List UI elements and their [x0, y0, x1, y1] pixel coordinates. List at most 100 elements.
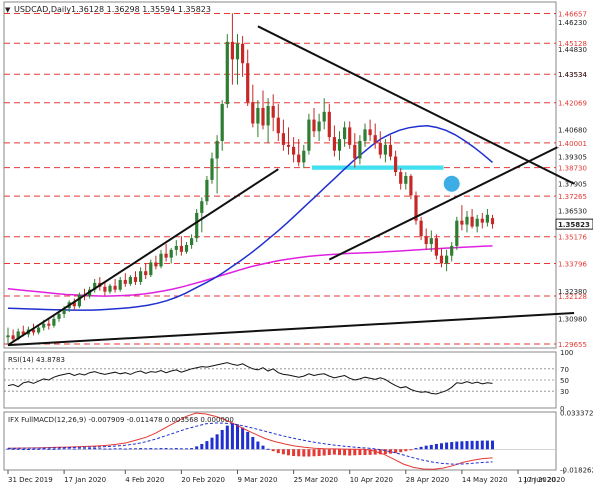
macd-histogram-bar [429, 444, 433, 450]
candle-body [16, 331, 20, 340]
candle-body [133, 277, 138, 282]
macd-histogram-bar [134, 448, 137, 450]
candle-body [159, 253, 163, 267]
candle-body [261, 107, 265, 126]
candle-body [103, 286, 107, 292]
level-label-bg [557, 291, 593, 301]
candle-body [281, 133, 285, 145]
candle-body [480, 218, 484, 223]
candle-body [93, 282, 97, 290]
price-tick-label: 1.44830 [558, 46, 587, 54]
macd-histogram-bar [383, 449, 387, 455]
breakout-marker [443, 175, 460, 192]
time-axis: 31 Dec 2019 17 Jan 2020 4 Feb 2020 20 Feb 2… [7, 470, 565, 484]
ohlc-readout: 1.36128 1.36298 1.35594 1.35823 [71, 5, 211, 14]
time-tick-label: 31 Dec 2019 [8, 476, 53, 484]
macd-histogram-bar [271, 449, 275, 452]
candle-body [348, 127, 352, 145]
price-tick-label: 1.43534 [558, 71, 587, 79]
level-label: 1.45128 [558, 40, 587, 48]
breakout-circle [443, 175, 460, 192]
candle-body [77, 294, 81, 307]
macd-histogram-bar [363, 449, 367, 456]
candle-body [378, 142, 382, 155]
candle-body [42, 323, 46, 328]
macd-histogram-bar [62, 448, 66, 450]
candle-body [353, 144, 357, 159]
macd-histogram-bar [225, 425, 229, 450]
macd-histogram-bar [312, 449, 316, 457]
level-label: 1.38730 [558, 165, 587, 173]
macd-histogram-bar [205, 441, 209, 450]
macd-histogram-bar [169, 448, 173, 450]
candle-body [144, 271, 148, 276]
macd-histogram-bar [266, 448, 270, 450]
time-tick-label: 25 Mar 2020 [294, 476, 338, 484]
candle-body [6, 335, 10, 338]
level-label: 1.37265 [558, 193, 587, 201]
macd-histogram-bar [322, 449, 326, 456]
macd-histogram-bar [419, 446, 423, 450]
trendline [7, 312, 575, 347]
macd-histogram-bar [353, 449, 357, 456]
macd-histogram-bar [307, 449, 311, 457]
candle-body [37, 327, 41, 333]
rsi-tick-label: 70 [560, 366, 569, 374]
candle-body [235, 43, 240, 60]
candle-body [419, 220, 423, 237]
macd-panel-frame [3, 411, 557, 471]
candle-body [154, 262, 158, 267]
macd-histogram-bar [88, 448, 92, 450]
moving-average-short [7, 125, 493, 311]
rsi-tick-label: 0 [560, 405, 564, 413]
macd-histogram-bar [440, 443, 443, 450]
current-price-box [555, 218, 593, 230]
candle-body [271, 105, 275, 118]
candle-body [241, 43, 245, 64]
macd-title: IFX FullMACD(12,26,9) -0.007909 -0.01147… [8, 416, 234, 424]
macd-histogram-bar [450, 442, 454, 450]
macd-histogram-bar [200, 443, 204, 450]
candle-body [439, 255, 444, 264]
macd-histogram-bar [445, 442, 449, 450]
macd-histogram-bar [103, 448, 107, 450]
candle-body [72, 302, 76, 307]
candle-body [179, 245, 183, 252]
price-tick-label: 1.39305 [558, 153, 587, 161]
macd-histogram-bar [32, 448, 35, 450]
time-tick-label: 20 Feb 2020 [181, 476, 225, 484]
macd-histogram-bar [424, 445, 428, 450]
macd-histogram-bar [179, 448, 183, 450]
time-tick-label: 9 Mar 2020 [238, 476, 278, 484]
candle-body [302, 150, 306, 163]
macd-histogram-bar [164, 448, 168, 450]
horizontal-levels [4, 13, 556, 345]
candle-body [169, 249, 173, 258]
macd-histogram-bar [185, 448, 188, 450]
macd-histogram-bar [470, 440, 474, 450]
macd-histogram-bar [83, 448, 86, 450]
candle-body [450, 245, 454, 256]
trendline [7, 168, 279, 346]
macd-histogram-bar [475, 440, 479, 450]
candle-body [210, 158, 214, 180]
rsi-tick-label: 30 [560, 388, 569, 396]
candle-body [230, 41, 234, 60]
symbol-dropdown-icon[interactable]: ▼ [5, 6, 11, 14]
level-label-bg [557, 138, 593, 148]
symbol-label: USDCAD,Daily [14, 5, 71, 14]
candle-body [465, 216, 469, 225]
candle-body [343, 127, 347, 140]
candle-body [399, 172, 403, 184]
candle-body [174, 245, 178, 250]
candle-body [215, 140, 219, 159]
rsi-panel: 100 70 50 30 0 [4, 349, 573, 413]
candle-body [164, 253, 168, 258]
macd-histogram-bar [276, 449, 280, 454]
candle-body [363, 129, 367, 141]
candle-body [337, 139, 342, 151]
candle-body [373, 135, 377, 143]
macd-histogram-bar [128, 448, 132, 450]
